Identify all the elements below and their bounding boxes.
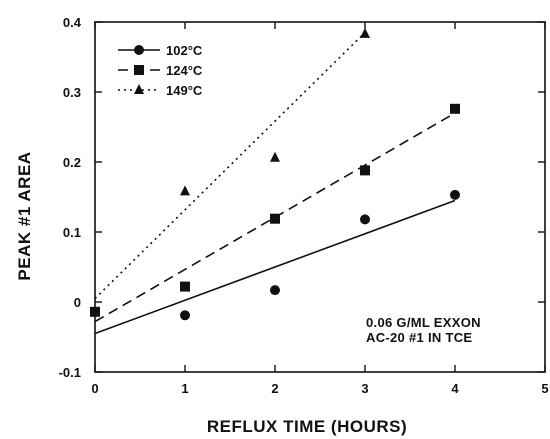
legend-label: 124°C (166, 63, 203, 78)
data-point-square (180, 281, 190, 292)
legend-label: 102°C (166, 43, 203, 58)
data-point-circle (360, 214, 370, 225)
legend-marker-square (134, 65, 144, 75)
annotation-line: 0.06 G/ML EXXON (366, 315, 481, 330)
x-axis-ticks: 0 1 2 3 4 5 (91, 22, 549, 396)
y-tick-label: 0.2 (63, 155, 81, 170)
legend-marker-triangle (134, 84, 144, 94)
x-axis-title: REFLUX TIME (HOURS) (207, 417, 407, 436)
data-point-circle (450, 189, 460, 200)
x-tick-label: 5 (541, 381, 548, 396)
fit-line-circle (94, 199, 456, 335)
x-tick-label: 0 (91, 381, 98, 396)
x-tick-label: 2 (271, 381, 278, 396)
data-point-square (90, 306, 100, 317)
data-point-square (450, 103, 460, 114)
data-point-square (360, 165, 370, 176)
y-tick-label: 0 (74, 295, 81, 310)
data-point-triangle (180, 185, 190, 196)
data-point-circle (180, 310, 190, 321)
data-point-circle (270, 285, 280, 296)
y-axis-title: PEAK #1 AREA (15, 151, 34, 280)
plot-border (94, 21, 546, 373)
y-tick-label: 0.1 (63, 225, 81, 240)
data-point-triangle (360, 27, 370, 38)
x-tick-label: 4 (451, 381, 459, 396)
legend-label: 149°C (166, 83, 203, 98)
legend-marker-circle (134, 45, 144, 55)
data-markers (90, 27, 460, 321)
x-tick-label: 3 (361, 381, 368, 396)
plot-frame (94, 21, 546, 373)
y-tick-label: -0.1 (59, 365, 81, 380)
y-tick-label: 0.4 (63, 15, 82, 30)
data-point-square (270, 213, 280, 224)
x-tick-label: 1 (181, 381, 188, 396)
legend: 102°C 124°C 149°C (118, 43, 203, 98)
y-tick-label: 0.3 (63, 85, 81, 100)
y-axis-ticks: -0.1 0 0.1 0.2 0.3 0.4 (59, 15, 545, 380)
annotation-line: AC-20 #1 IN TCE (366, 330, 472, 345)
data-point-triangle (270, 151, 280, 162)
